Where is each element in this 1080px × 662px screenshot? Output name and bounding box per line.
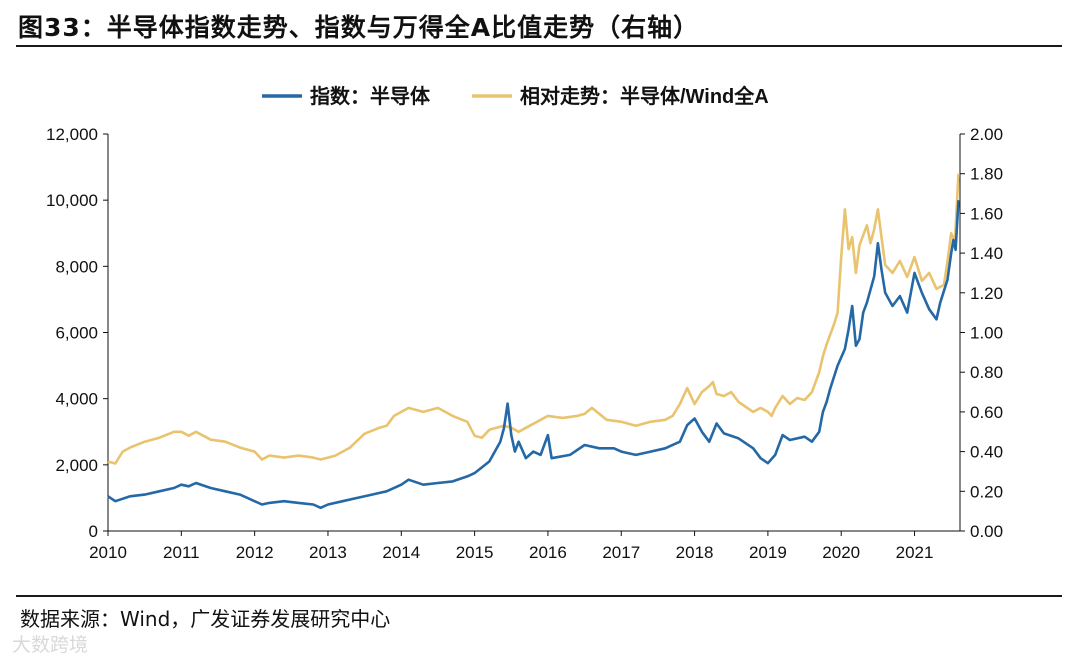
- chart-legend: 指数：半导体 相对走势：半导体/Wind全A: [262, 84, 769, 108]
- y-left-tick-label: 4,000: [55, 390, 98, 409]
- legend-label: 相对走势：半导体/Wind全A: [520, 84, 769, 108]
- chart: 指数：半导体 相对走势：半导体/Wind全A 0 2,000 4,000 6,000 8,…: [46, 84, 1003, 562]
- chart-axes: 0 2,000 4,000 6,000 8,000 10,000 12,000 0.00 0.2…: [46, 125, 1003, 562]
- x-tick-label: 2015: [456, 543, 494, 562]
- y-left-tick-label: 10,000: [46, 191, 98, 210]
- x-tick-label: 2011: [163, 543, 200, 562]
- x-tick-label: 2021: [896, 543, 934, 562]
- legend-item-relative: 相对走势：半导体/Wind全A: [472, 84, 769, 108]
- y-right-tick-label: 1.00: [970, 324, 1003, 343]
- y-left-tick-label: 8,000: [55, 257, 98, 276]
- source-note: 数据来源：Wind，广发证券发展研究中心: [20, 607, 391, 631]
- y-right-tick-label: 1.80: [970, 165, 1003, 184]
- legend-label: 指数：半导体: [310, 84, 431, 108]
- x-tick-label: 2013: [309, 543, 347, 562]
- y-left-tick-label: 6,000: [55, 324, 98, 343]
- page-title: 图33：半导体指数走势、指数与万得全A比值走势（右轴）: [18, 13, 700, 42]
- series-line-relative: [107, 173, 960, 465]
- x-tick-label: 2018: [676, 543, 714, 562]
- x-tick-label: 2012: [236, 543, 274, 562]
- y-left-tick-label: 2,000: [55, 456, 98, 475]
- series-line-index: [107, 200, 960, 510]
- y-right-tick-label: 0.80: [970, 363, 1003, 382]
- y-right-tick-label: 1.60: [970, 204, 1003, 223]
- y-right-tick-label: 0.00: [970, 522, 1003, 541]
- footer-divider: [16, 595, 1062, 597]
- x-tick-label: 2019: [749, 543, 787, 562]
- chart-series: [107, 173, 960, 510]
- x-tick-label: 2016: [529, 543, 567, 562]
- title-divider: [16, 45, 1062, 47]
- x-tick-label: 2010: [89, 543, 127, 562]
- y-right-tick-label: 1.20: [970, 284, 1003, 303]
- y-right-tick-label: 0.20: [970, 482, 1003, 501]
- legend-item-index: 指数：半导体: [262, 84, 431, 108]
- y-left-tick-label: 0: [89, 522, 98, 541]
- y-left-tick-label: 12,000: [46, 125, 98, 144]
- y-right-tick-label: 0.40: [970, 443, 1003, 462]
- x-tick-label: 2017: [602, 543, 640, 562]
- y-right-tick-label: 1.40: [970, 244, 1003, 263]
- x-tick-label: 2020: [822, 543, 860, 562]
- x-tick-label: 2014: [382, 543, 420, 562]
- y-right-tick-label: 2.00: [970, 125, 1003, 144]
- y-right-tick-label: 0.60: [970, 403, 1003, 422]
- watermark: 大数跨境: [12, 634, 89, 656]
